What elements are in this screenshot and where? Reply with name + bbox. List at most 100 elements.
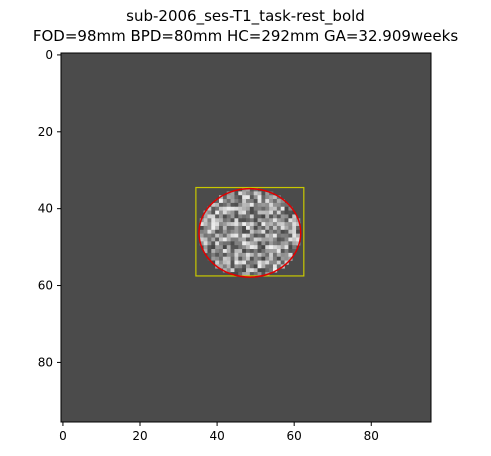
brain-pixel xyxy=(246,202,251,208)
brain-pixel xyxy=(207,229,212,234)
brain-pixel xyxy=(238,264,243,269)
brain-pixel xyxy=(265,225,270,231)
brain-pixel xyxy=(276,260,281,265)
brain-pixel xyxy=(249,272,255,277)
brain-pixel xyxy=(211,233,216,238)
brain-pixel xyxy=(269,249,274,254)
brain-pixel xyxy=(280,199,285,204)
brain-pixel xyxy=(253,256,258,261)
brain-pixel xyxy=(249,210,255,215)
brain-pixel xyxy=(284,222,289,227)
brain-pixel xyxy=(234,249,239,254)
brain-pixel xyxy=(269,199,274,204)
brain-pixel xyxy=(261,268,266,273)
brain-pixel xyxy=(215,206,220,211)
brain-pixel xyxy=(230,222,235,227)
brain-pixel xyxy=(284,210,289,215)
brain-pixel xyxy=(242,233,247,238)
brain-pixel xyxy=(253,229,258,234)
brain-pixel xyxy=(292,229,297,234)
brain-pixel xyxy=(272,195,278,200)
brain-pixel xyxy=(242,214,247,219)
brain-pixel xyxy=(219,260,224,265)
brain-pixel xyxy=(219,233,224,238)
brain-pixel xyxy=(253,222,258,227)
brain-pixel xyxy=(280,256,285,261)
brain-pixel xyxy=(269,210,274,215)
brain-pixel xyxy=(211,245,216,250)
brain-pixel xyxy=(226,268,231,273)
brain-pixel xyxy=(261,264,266,269)
brain-pixel xyxy=(203,229,208,234)
brain-pixel xyxy=(261,249,266,254)
brain-pixel xyxy=(203,225,208,231)
brain-pixel xyxy=(269,195,274,200)
brain-pixel xyxy=(215,202,220,208)
brain-pixel xyxy=(288,252,293,258)
brain-pixel xyxy=(246,218,251,223)
brain-pixel xyxy=(226,210,231,215)
brain-pixel xyxy=(272,245,278,250)
brain-pixel xyxy=(242,260,247,265)
brain-pixel xyxy=(211,252,216,258)
brain-pixel xyxy=(272,264,278,269)
brain-pixel xyxy=(269,229,274,234)
brain-pixel xyxy=(296,233,301,238)
brain-pixel xyxy=(222,214,228,219)
brain-pixel xyxy=(280,252,285,258)
brain-pixel xyxy=(230,218,235,223)
brain-pixel xyxy=(265,237,270,242)
brain-pixel xyxy=(238,245,243,250)
brain-pixel xyxy=(284,252,289,258)
brain-pixel xyxy=(265,268,270,273)
brain-pixel xyxy=(222,237,228,242)
brain-pixel xyxy=(272,222,278,227)
brain-pixel xyxy=(246,225,251,231)
brain-pixel xyxy=(246,260,251,265)
brain-pixel xyxy=(234,260,239,265)
brain-pixel xyxy=(246,272,251,277)
brain-pixel xyxy=(238,237,243,242)
brain-pixel xyxy=(296,229,301,234)
brain-pixel xyxy=(253,218,258,223)
brain-pixel xyxy=(253,260,258,265)
brain-pixel xyxy=(265,252,270,258)
brain-pixel xyxy=(249,260,255,265)
brain-pixel xyxy=(226,245,231,250)
brain-pixel xyxy=(288,210,293,215)
brain-pixel xyxy=(246,268,251,273)
brain-pixel xyxy=(242,256,247,261)
brain-pixel xyxy=(280,237,285,242)
brain-pixel xyxy=(292,237,297,242)
brain-pixel xyxy=(276,237,281,242)
brain-pixel xyxy=(222,218,228,223)
brain-pixel xyxy=(238,249,243,254)
brain-pixel xyxy=(280,233,285,238)
brain-pixel xyxy=(199,237,204,242)
brain-pixel xyxy=(215,210,220,215)
brain-pixel xyxy=(226,252,231,258)
brain-pixel xyxy=(249,268,255,273)
x-tick-label: 60 xyxy=(287,429,302,443)
brain-pixel xyxy=(207,218,212,223)
brain-pixel xyxy=(292,214,297,219)
head-circumference-ellipse xyxy=(198,187,302,278)
brain-pixel xyxy=(234,264,239,269)
brain-pixel xyxy=(211,225,216,231)
brain-pixel xyxy=(230,252,235,258)
brain-pixel xyxy=(211,256,216,261)
brain-pixel xyxy=(207,214,212,219)
x-tick-label: 80 xyxy=(364,429,379,443)
brain-pixel xyxy=(269,256,274,261)
brain-pixel xyxy=(226,222,231,227)
brain-pixel xyxy=(265,245,270,250)
brain-pixel xyxy=(219,252,224,258)
brain-pixel xyxy=(226,260,231,265)
brain-pixel xyxy=(280,202,285,208)
brain-pixel xyxy=(261,210,266,215)
brain-pixel xyxy=(242,225,247,231)
brain-pixel xyxy=(215,218,220,223)
brain-pixel xyxy=(284,245,289,250)
brain-pixel xyxy=(253,214,258,219)
brain-pixel xyxy=(265,264,270,269)
